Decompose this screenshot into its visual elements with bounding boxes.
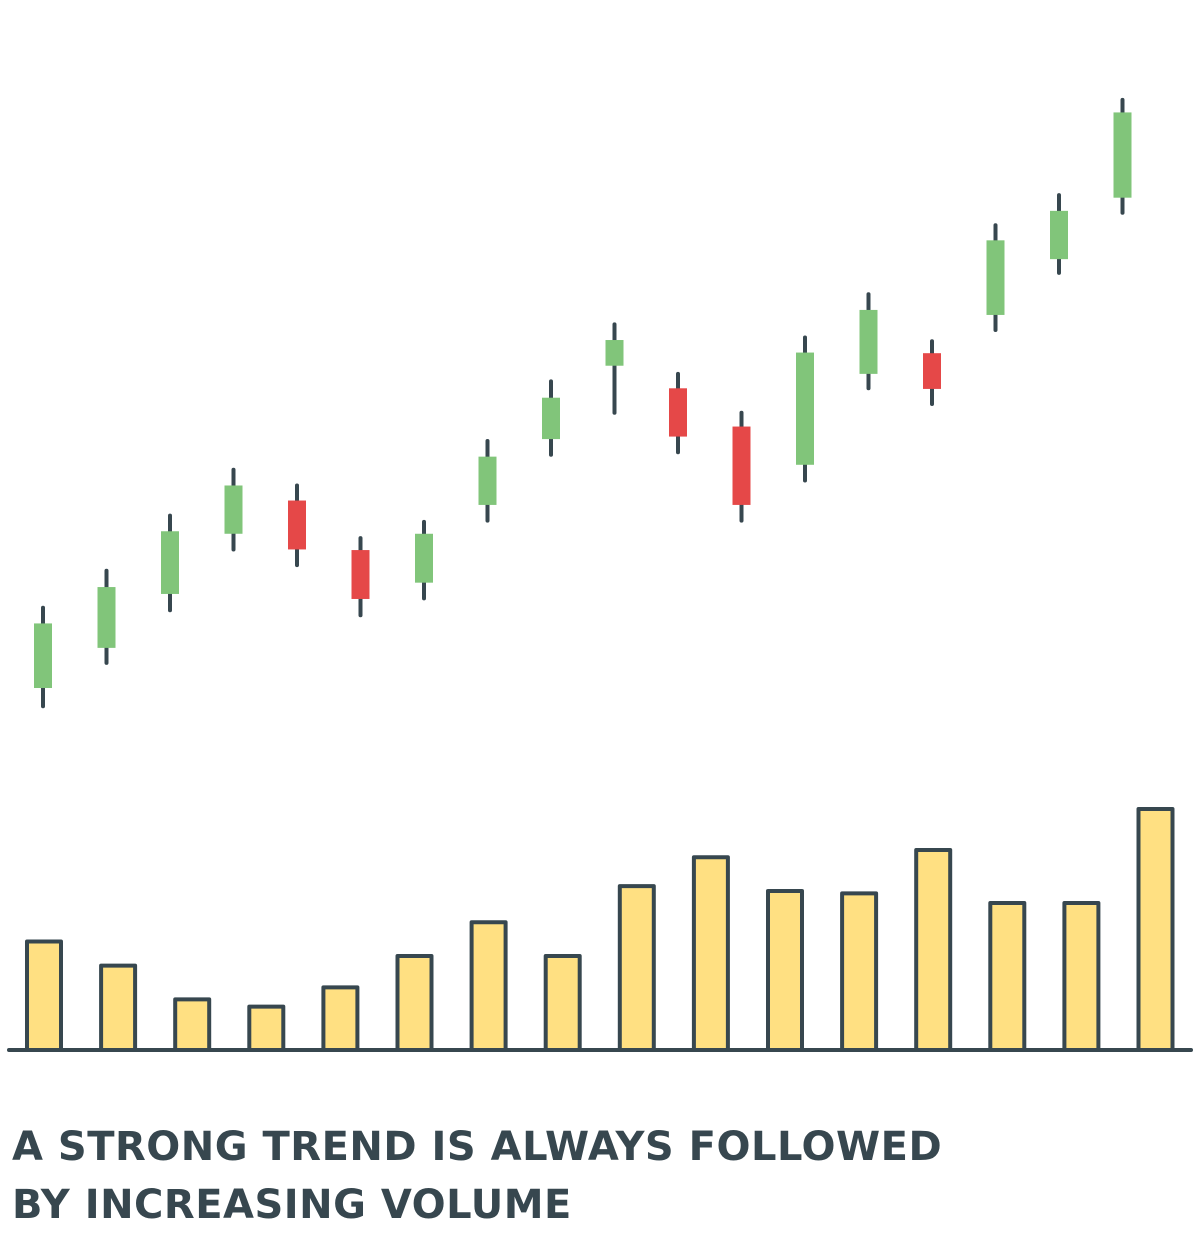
candle-up bbox=[415, 519, 433, 601]
candle-body bbox=[288, 500, 306, 550]
candle-up bbox=[161, 513, 179, 613]
volume-bar bbox=[766, 888, 804, 1052]
candle-up bbox=[605, 322, 624, 415]
candle-body bbox=[351, 550, 370, 599]
volume-bar bbox=[1136, 807, 1175, 1052]
volume-bars-group bbox=[25, 807, 1175, 1053]
candle-down bbox=[288, 483, 306, 568]
candle-down bbox=[923, 339, 941, 406]
candle-down bbox=[669, 371, 687, 455]
candle-body bbox=[923, 353, 941, 389]
candle-body bbox=[796, 352, 814, 465]
candle-body bbox=[1113, 112, 1132, 198]
candle-up bbox=[1113, 97, 1132, 215]
volume-bar bbox=[914, 847, 953, 1052]
candle-body bbox=[1050, 210, 1068, 260]
candle-up bbox=[986, 223, 1005, 332]
candle-body bbox=[732, 426, 751, 505]
candle-up bbox=[97, 568, 116, 665]
candle-up bbox=[34, 605, 52, 709]
volume-bar bbox=[25, 939, 63, 1052]
candle-body bbox=[161, 531, 179, 594]
caption-line-1: A STRONG TREND IS ALWAYS FOLLOWED bbox=[12, 1124, 943, 1170]
candle-up bbox=[478, 438, 497, 523]
candle-body bbox=[97, 587, 116, 648]
candle-up bbox=[859, 292, 878, 391]
volume-bar bbox=[988, 900, 1027, 1052]
caption-line-2: BY INCREASING VOLUME bbox=[12, 1182, 572, 1228]
candle-down bbox=[732, 410, 751, 523]
chart-caption: A STRONG TREND IS ALWAYS FOLLOWED BY INC… bbox=[12, 1118, 942, 1234]
volume-bar bbox=[617, 884, 656, 1052]
volume-bar bbox=[321, 985, 360, 1053]
volume-bar bbox=[1062, 900, 1101, 1052]
candle-body bbox=[34, 623, 52, 689]
volume-bar bbox=[395, 954, 434, 1053]
volume-bar bbox=[469, 920, 508, 1053]
volume-bar bbox=[173, 997, 212, 1053]
volume-bar bbox=[99, 963, 138, 1053]
candle-up bbox=[542, 379, 560, 457]
candle-body bbox=[669, 388, 687, 437]
candle-body bbox=[478, 456, 497, 505]
candle-up bbox=[796, 335, 814, 483]
candles-group bbox=[34, 97, 1132, 709]
candle-body bbox=[986, 240, 1005, 315]
candle-up bbox=[1050, 193, 1068, 275]
candlestick-volume-chart bbox=[7, 97, 1193, 1053]
candle-up bbox=[224, 467, 243, 552]
candle-body bbox=[415, 533, 433, 583]
candle-body bbox=[542, 397, 560, 440]
candle-body bbox=[859, 309, 878, 374]
candle-body bbox=[605, 340, 624, 366]
candle-down bbox=[351, 536, 370, 618]
volume-bar bbox=[840, 891, 879, 1052]
volume-bar bbox=[247, 1004, 286, 1052]
volume-bar bbox=[543, 954, 582, 1053]
candle-body bbox=[224, 485, 243, 534]
volume-bar bbox=[691, 855, 730, 1053]
